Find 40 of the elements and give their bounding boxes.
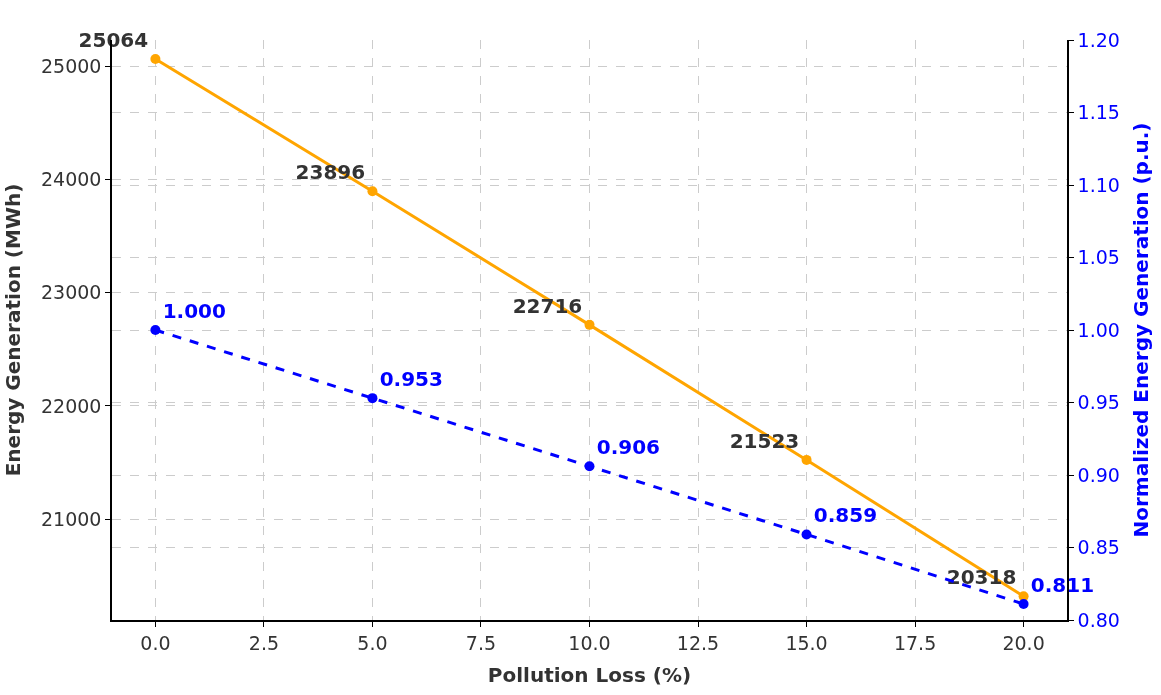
y2-tick-label: 0.95 bbox=[1077, 391, 1120, 414]
x-tick-label: 5.0 bbox=[357, 631, 388, 654]
x-tick-label: 17.5 bbox=[893, 631, 937, 654]
point bbox=[584, 319, 595, 330]
data-label: 1.000 bbox=[162, 298, 226, 323]
y2-tick-label: 1.05 bbox=[1077, 246, 1120, 269]
y2-axis-title: Normalized Energy Generation (p.u.) bbox=[1128, 122, 1153, 538]
point bbox=[584, 461, 595, 472]
x-tick-label: 7.5 bbox=[465, 631, 497, 654]
y-tick-label: 22000 bbox=[41, 394, 102, 417]
x-tick-label: 12.5 bbox=[676, 631, 720, 654]
y2-tick-label: 0.80 bbox=[1077, 608, 1120, 631]
point bbox=[367, 393, 378, 404]
data-label: 25064 bbox=[78, 27, 149, 52]
point bbox=[1018, 599, 1029, 610]
point bbox=[801, 529, 812, 540]
x-tick-label: 20.0 bbox=[1002, 631, 1045, 654]
y2-tick-label: 1.15 bbox=[1077, 101, 1120, 124]
point bbox=[150, 54, 161, 65]
x-tick-label: 0.0 bbox=[140, 631, 171, 654]
y-tick-label: 25000 bbox=[41, 54, 102, 77]
x-axis-title: Pollution Loss (%) bbox=[487, 662, 692, 687]
y2-tick-label: 0.90 bbox=[1077, 463, 1120, 486]
y-axis-title: Energy Generation (MWh) bbox=[1, 183, 25, 477]
y2-tick-label: 1.20 bbox=[1077, 28, 1120, 51]
y2-tick-label: 1.00 bbox=[1077, 318, 1120, 341]
y2-tick-label: 1.10 bbox=[1077, 173, 1120, 196]
y-tick-label: 23000 bbox=[41, 281, 102, 304]
data-label: 0.859 bbox=[813, 503, 878, 528]
data-label: 0.906 bbox=[596, 435, 661, 460]
point bbox=[367, 186, 378, 197]
y-tick-label: 24000 bbox=[41, 168, 102, 191]
x-tick-label: 15.0 bbox=[785, 631, 828, 654]
point bbox=[801, 454, 812, 465]
x-tick-label: 2.5 bbox=[248, 631, 280, 654]
data-label: 0.953 bbox=[379, 366, 443, 391]
x-tick-label: 10.0 bbox=[568, 631, 611, 654]
y2-tick-label: 0.85 bbox=[1077, 536, 1120, 559]
point bbox=[150, 325, 161, 335]
y-tick-label: 21000 bbox=[41, 507, 102, 530]
